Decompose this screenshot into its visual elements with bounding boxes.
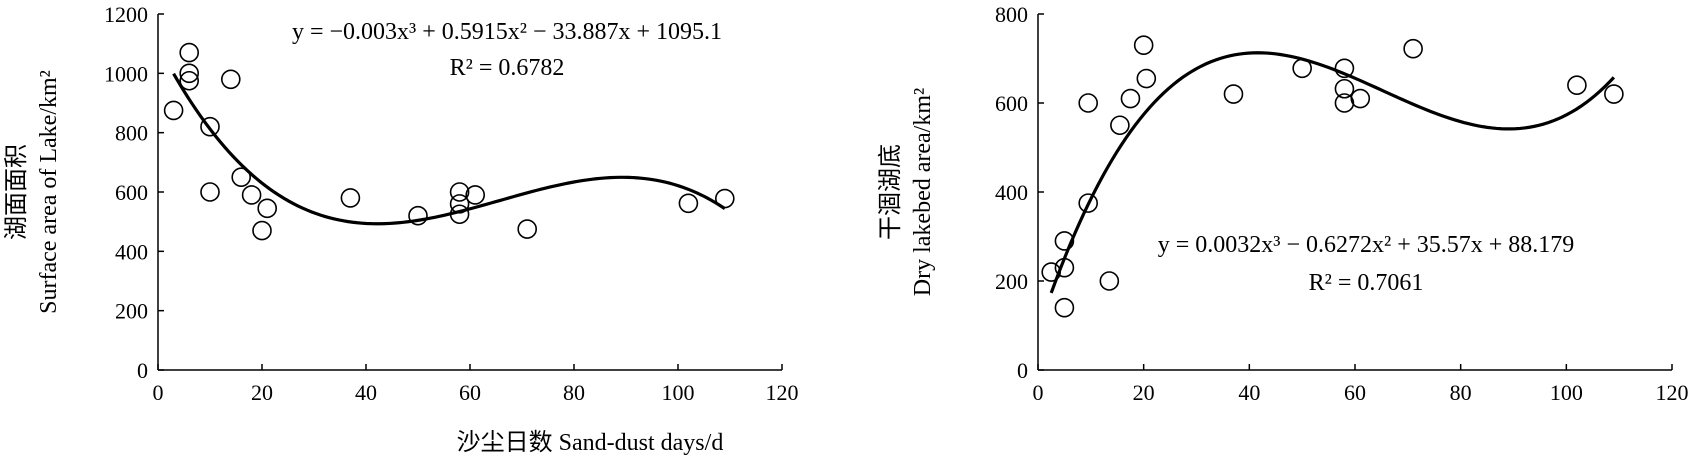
y-tick-label: 200 [995, 269, 1028, 294]
data-point [1133, 35, 1154, 55]
data-point [1041, 262, 1062, 282]
data-point [449, 204, 470, 225]
data-point [231, 167, 251, 187]
regression-equation: y = −0.003x³ + 0.5915x² − 33.887x + 1095… [292, 19, 722, 45]
data-point [449, 182, 470, 202]
y-axis-title-cn: 湖面面积 [3, 144, 30, 240]
x-tick-label: 60 [1344, 380, 1366, 405]
x-tick-label: 80 [1450, 380, 1472, 405]
x-tick-label: 0 [1033, 380, 1044, 405]
regression-equation: y = 0.0032x³ − 0.6272x² + 35.57x + 88.17… [1158, 232, 1575, 258]
r-squared-label: R² = 0.7061 [1309, 270, 1424, 296]
x-tick-label: 40 [355, 380, 377, 405]
trendline [1049, 51, 1616, 294]
data-point [200, 182, 220, 202]
x-tick-label: 100 [1550, 380, 1583, 405]
y-axis-title-en: Dry lakebed area/km² [910, 88, 936, 296]
data-point [678, 193, 699, 214]
y-axis-title-en: Surface area of Lake/km² [36, 70, 62, 314]
data-point [1403, 38, 1423, 59]
trendline [172, 72, 726, 226]
data-point [1078, 93, 1098, 113]
y-tick-label: 400 [995, 180, 1028, 205]
data-point [1334, 93, 1355, 113]
x-tick-label: 120 [1656, 380, 1689, 405]
data-point [465, 185, 486, 205]
y-tick-label: 600 [995, 91, 1028, 116]
data-point [1099, 271, 1120, 291]
data-point [1292, 58, 1312, 79]
y-tick-label: 1200 [104, 2, 148, 27]
data-point [1054, 231, 1075, 251]
data-point [1334, 58, 1355, 79]
data-point [1223, 84, 1244, 104]
data-point [1334, 78, 1355, 99]
data-point [1567, 75, 1587, 95]
data-point [1054, 297, 1075, 318]
data-point [408, 205, 428, 226]
x-tick-label: 20 [251, 380, 273, 405]
data-point [1120, 88, 1141, 109]
data-point [1604, 84, 1624, 104]
data-point [252, 220, 272, 241]
data-point [1136, 68, 1157, 89]
r-squared-label: R² = 0.6782 [450, 55, 565, 81]
y-tick-label: 800 [995, 2, 1028, 27]
data-point [1350, 88, 1371, 109]
x-tick-label: 40 [1238, 380, 1260, 405]
y-tick-label: 800 [115, 121, 148, 146]
data-point [257, 198, 278, 219]
chart-panel-right: 0 20 40 60 80 100 120 0 200 400 600 800 干涸湖底 Dry lake… [877, 2, 1689, 405]
y-tick-label: 200 [115, 299, 148, 324]
y-tick-label: 0 [1017, 358, 1028, 383]
data-point [179, 70, 199, 91]
x-tick-label: 80 [563, 380, 585, 405]
y-axis-title-cn: 干涸湖底 [877, 144, 904, 240]
y-tick-label: 0 [137, 358, 148, 383]
data-point [517, 219, 538, 239]
x-tick-label: 20 [1133, 380, 1155, 405]
x-tick-label: 0 [153, 380, 164, 405]
y-tick-label: 1000 [104, 61, 148, 86]
chart-panel-left: 0 20 40 60 80 100 120020040060080010001200湖面面积… [3, 2, 799, 405]
data-point [449, 194, 470, 214]
x-tick-label: 100 [662, 380, 695, 405]
data-point [1110, 115, 1130, 136]
x-tick-label: 120 [766, 380, 799, 405]
data-point [340, 188, 361, 208]
data-point [241, 185, 262, 205]
y-tick-label: 400 [115, 239, 148, 264]
data-point [200, 116, 220, 137]
data-point [714, 188, 735, 209]
data-point [163, 100, 184, 121]
data-point [1054, 257, 1075, 278]
y-tick-label: 600 [115, 180, 148, 205]
data-point [179, 42, 199, 63]
data-point [179, 63, 199, 84]
x-tick-label: 60 [459, 380, 481, 405]
data-point [221, 69, 241, 90]
data-point [1078, 193, 1098, 213]
common-x-axis-title: 沙尘日数 Sand-dust days/d [457, 429, 724, 456]
